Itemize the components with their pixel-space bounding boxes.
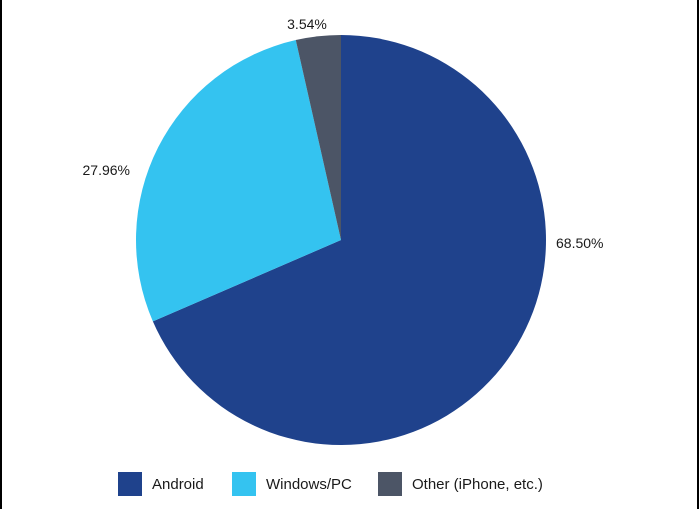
- slice-label-windows-pc: 27.96%: [83, 162, 130, 178]
- left-border: [0, 0, 2, 509]
- right-border: [697, 0, 699, 509]
- legend-item-windows-pc: Windows/PC: [232, 471, 352, 497]
- legend-label-android: Android: [152, 475, 204, 493]
- legend-label-windows-pc: Windows/PC: [266, 475, 352, 493]
- legend-item-other: Other (iPhone, etc.): [378, 471, 543, 497]
- pie-chart: 68.50% 27.96% 3.54%: [83, 16, 604, 445]
- chart-legend: Android Windows/PC Other (iPhone, etc.): [0, 471, 699, 497]
- legend-item-android: Android: [118, 471, 204, 497]
- pie-slices: [136, 35, 547, 445]
- legend-swatch-other: [378, 472, 402, 496]
- legend-label-other: Other (iPhone, etc.): [412, 475, 543, 493]
- pie-labels: 68.50% 27.96% 3.54%: [83, 16, 604, 251]
- pie-slice-other-iphone-etc: [295, 35, 341, 240]
- pie-slice-android: [152, 35, 547, 445]
- slice-label-android: 68.50%: [556, 235, 603, 251]
- pie-slice-windows-pc: [136, 40, 341, 322]
- legend-swatch-windows-pc: [232, 472, 256, 496]
- legend-swatch-android: [118, 472, 142, 496]
- slice-label-other-iphone-etc: 3.54%: [287, 16, 327, 32]
